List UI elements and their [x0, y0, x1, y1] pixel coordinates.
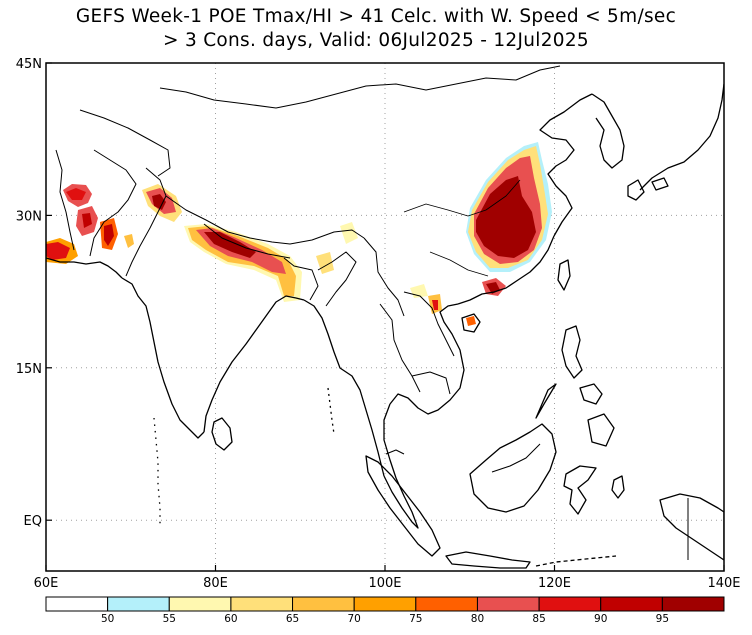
colorbar-swatch [538, 596, 602, 612]
shade-sindh-90 [104, 224, 114, 246]
island-sri-lanka [211, 417, 233, 451]
colorbar-label: 95 [656, 613, 669, 625]
island-visayas [579, 383, 603, 405]
coast-kyushu [627, 179, 645, 201]
border-himalaya [165, 195, 365, 245]
border-myanmar-india [317, 251, 357, 307]
border-borneo [491, 443, 541, 473]
shade-afg-90 [82, 213, 92, 228]
shade-coast-85 [46, 242, 70, 260]
coast-shikoku [651, 177, 669, 191]
border-china-internal [403, 179, 521, 217]
border-cambodia [411, 371, 451, 395]
lat-tick-label: 15N [16, 362, 42, 377]
coast-india-east [203, 295, 305, 433]
lat-tick-label: 45N [16, 57, 42, 72]
island-borneo [469, 423, 557, 513]
grid-lines [46, 63, 724, 571]
border-thailand [379, 303, 421, 393]
coast-iran-pakistan [46, 257, 123, 279]
colorbar-label: 50 [101, 613, 114, 625]
border-malaysia-thailand [385, 449, 405, 455]
coast-japan [639, 83, 724, 191]
lon-tick-label: 120E [538, 576, 571, 591]
island-mindanao [587, 413, 615, 447]
axis-ticks: 60E 80E 100E 120E 140E 45N 30N 15N EQ [16, 57, 741, 591]
border-afghanistan-pakistan [89, 149, 137, 257]
colorbar-label: 80 [471, 613, 484, 625]
coastlines [46, 83, 724, 569]
islands-andaman [327, 387, 335, 435]
colorbar-swatch [353, 596, 417, 612]
colorbar-label: 85 [532, 613, 545, 625]
colorbar-swatch [292, 596, 355, 612]
lon-tick-label: 60E [34, 576, 59, 591]
coast-south-china [457, 235, 555, 305]
colorbar-swatch [230, 596, 294, 612]
island-new-guinea [659, 493, 724, 561]
map-title-line-1: GEFS Week-1 POE Tmax/HI > 41 Celc. with … [75, 6, 677, 27]
island-java [445, 551, 531, 569]
colorbar-swatch [168, 596, 232, 612]
colorbar-label: 65 [286, 613, 299, 625]
shade-vietnam-85 [432, 300, 438, 310]
shade-ganges-95 [204, 232, 256, 258]
border-myanmar-china [363, 237, 405, 317]
border-laos-vietnam [403, 291, 455, 357]
map-area [46, 63, 724, 571]
coast-korea [591, 93, 625, 169]
island-hainan [461, 313, 481, 333]
colorbar-label: 70 [347, 613, 360, 625]
shade-gujarat-70 [124, 234, 134, 248]
colorbar-label: 55 [163, 613, 176, 625]
lon-tick-label: 100E [368, 576, 401, 591]
colorbar-swatch [107, 596, 170, 612]
borders [55, 65, 689, 560]
coast-malay-peninsula [383, 403, 419, 529]
colorbar-swatch [661, 596, 725, 612]
shade-pakistan-85 [66, 188, 86, 200]
colorbar: 50 55 60 65 70 75 80 85 90 95 [45, 596, 725, 625]
colorbar-swatch [600, 596, 663, 612]
border-nepal-south [203, 223, 291, 259]
coast-myanmar [303, 299, 385, 477]
border-central-asia [79, 109, 171, 177]
border-bangladesh [283, 257, 319, 301]
colorbar-label: 60 [224, 613, 237, 625]
lon-tick-label: 140E [707, 576, 740, 591]
shade-hainan-75 [466, 316, 476, 326]
island-maluku [611, 475, 625, 499]
lat-tick-label: 30N [16, 209, 42, 224]
island-sulawesi [563, 465, 597, 515]
island-luzon [561, 325, 583, 379]
coast-east-china [539, 93, 593, 237]
colorbar-swatch [45, 596, 109, 612]
border-iran-afghanistan [55, 149, 75, 251]
border-china-south [429, 251, 489, 277]
border-pakistan-india [125, 167, 167, 277]
lat-tick-label: EQ [24, 514, 42, 529]
shade-myanmar-60 [340, 222, 358, 244]
colorbar-swatch [476, 596, 540, 612]
colorbar-label: 75 [409, 613, 422, 625]
island-taiwan [557, 259, 571, 291]
map-title-line-2: > 3 Cons. days, Valid: 06Jul2025 - 12Jul… [162, 30, 590, 51]
border-china-north [159, 65, 561, 109]
shade-china-95 [476, 176, 536, 258]
colorbar-label: 90 [594, 613, 607, 625]
coast-indochina [389, 303, 465, 415]
colorbar-swatch [415, 596, 478, 612]
shade-punjab-95 [152, 194, 166, 210]
island-palawan [535, 383, 557, 419]
coast-india-west [121, 277, 205, 439]
island-sumatra [365, 455, 441, 557]
lon-tick-label: 80E [203, 576, 228, 591]
